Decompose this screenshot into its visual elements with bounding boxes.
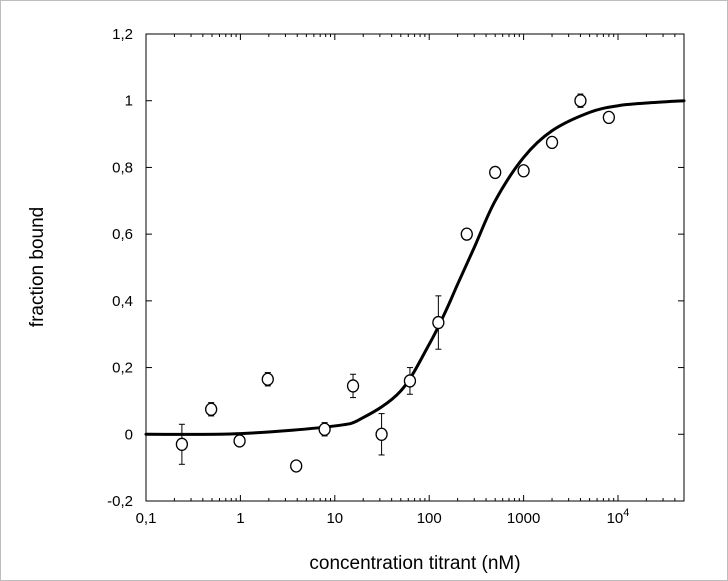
y-tick-label: 1 xyxy=(125,93,133,110)
x-tick-label: 104 xyxy=(607,507,630,527)
data-points-group xyxy=(175,93,616,473)
data-point-marker xyxy=(602,110,616,125)
y-tick-label: 1,2 xyxy=(112,26,133,43)
x-tick-label-exponent: 4 xyxy=(623,507,629,519)
data-point xyxy=(460,227,473,241)
axis-ticks: 0,1 1 10 100 1000 104-0,200,20,40,60,811,2 xyxy=(107,26,684,527)
data-point xyxy=(403,367,417,395)
data-point xyxy=(346,373,360,399)
data-point xyxy=(432,295,445,350)
data-point xyxy=(545,135,559,150)
x-tick-label-base: 10 xyxy=(607,510,624,527)
data-point xyxy=(602,110,616,125)
data-point xyxy=(290,459,303,473)
y-tick-label: 0,2 xyxy=(112,360,133,377)
x-tick-label: 1 xyxy=(236,510,244,527)
data-point-marker xyxy=(432,315,445,330)
x-tick-label: 100 xyxy=(417,510,442,527)
y-tick-label: -0,2 xyxy=(107,493,133,510)
data-point-marker xyxy=(318,422,331,436)
x-tick-label: 10 xyxy=(326,510,343,527)
data-point xyxy=(489,165,502,180)
data-point-marker xyxy=(545,135,559,150)
data-point-marker xyxy=(233,434,246,448)
data-point-marker xyxy=(346,379,360,393)
y-axis-label: fraction bound xyxy=(27,207,48,327)
data-point-marker xyxy=(460,227,473,241)
data-point xyxy=(233,434,246,448)
data-point xyxy=(261,372,274,387)
data-point-marker xyxy=(574,94,587,108)
data-point xyxy=(375,413,388,456)
plot-area xyxy=(145,33,685,502)
data-point-marker xyxy=(205,402,218,416)
data-point-marker xyxy=(517,164,530,178)
y-tick-label: 0,6 xyxy=(112,226,133,243)
data-point xyxy=(574,93,587,108)
data-point-marker xyxy=(403,374,417,388)
fit-curve-group xyxy=(144,99,686,436)
data-point xyxy=(318,422,331,437)
y-tick-label: 0 xyxy=(125,426,133,443)
data-point-marker xyxy=(489,165,502,180)
x-tick-label: 1000 xyxy=(507,510,540,527)
data-point-marker xyxy=(375,427,388,441)
data-point xyxy=(205,402,218,417)
fit-curve xyxy=(144,99,686,436)
data-point xyxy=(517,164,530,178)
y-tick-label: 0,8 xyxy=(112,159,133,176)
data-point-marker xyxy=(290,459,303,473)
data-point xyxy=(175,423,189,465)
x-axis-label: concentration titrant (nM) xyxy=(309,553,520,574)
data-point-marker xyxy=(261,372,274,386)
x-tick-label: 0,1 xyxy=(136,510,157,527)
data-point-marker xyxy=(175,437,189,451)
y-tick-label: 0,4 xyxy=(112,293,133,310)
